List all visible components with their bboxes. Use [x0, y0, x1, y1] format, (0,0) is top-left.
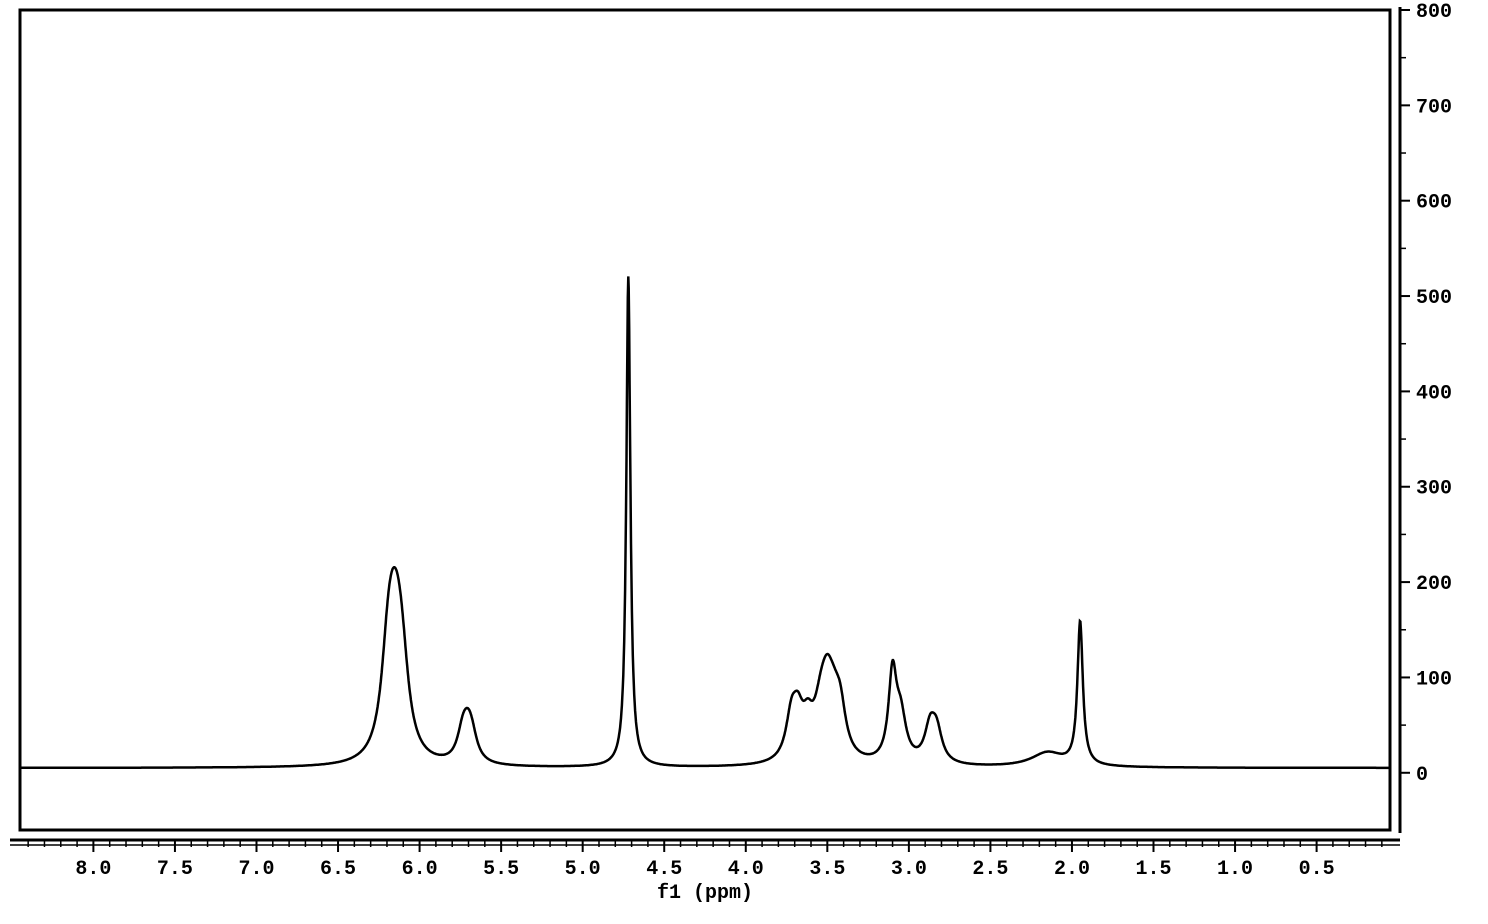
y-tick-label: 300: [1416, 478, 1452, 501]
x-tick-label: 3.5: [809, 858, 845, 881]
x-tick-label: 5.0: [565, 858, 601, 881]
y-tick-label: 800: [1416, 1, 1452, 24]
y-tick-label: 0: [1416, 764, 1428, 787]
y-tick-label: 500: [1416, 287, 1452, 310]
x-tick-label: 6.0: [402, 858, 438, 881]
y-tick-label: 700: [1416, 96, 1452, 119]
x-tick-label: 6.5: [320, 858, 356, 881]
x-axis-label: f1 (ppm): [657, 882, 753, 905]
x-tick-label: 1.0: [1217, 858, 1253, 881]
x-tick-label: 3.0: [891, 858, 927, 881]
x-tick-label: 7.5: [157, 858, 193, 881]
x-tick-label: 0.5: [1299, 858, 1335, 881]
x-tick-label: 7.0: [238, 858, 274, 881]
y-tick-label: 400: [1416, 382, 1452, 405]
x-tick-label: 4.0: [728, 858, 764, 881]
y-tick-label: 600: [1416, 192, 1452, 215]
y-tick-label: 200: [1416, 573, 1452, 596]
x-tick-label: 4.5: [646, 858, 682, 881]
y-tick-label: 100: [1416, 668, 1452, 691]
x-tick-label: 2.0: [1054, 858, 1090, 881]
x-tick-label: 1.5: [1136, 858, 1172, 881]
x-tick-label: 8.0: [75, 858, 111, 881]
nmr-spectrum-chart: 8.0 7.5 7.0 6.5 6.0 5.5 5.0 4.5 4.0 3.5 3.0 2.5 2.0 1…: [0, 0, 1488, 924]
x-tick-label: 5.5: [483, 858, 519, 881]
x-tick-label: 2.5: [972, 858, 1008, 881]
